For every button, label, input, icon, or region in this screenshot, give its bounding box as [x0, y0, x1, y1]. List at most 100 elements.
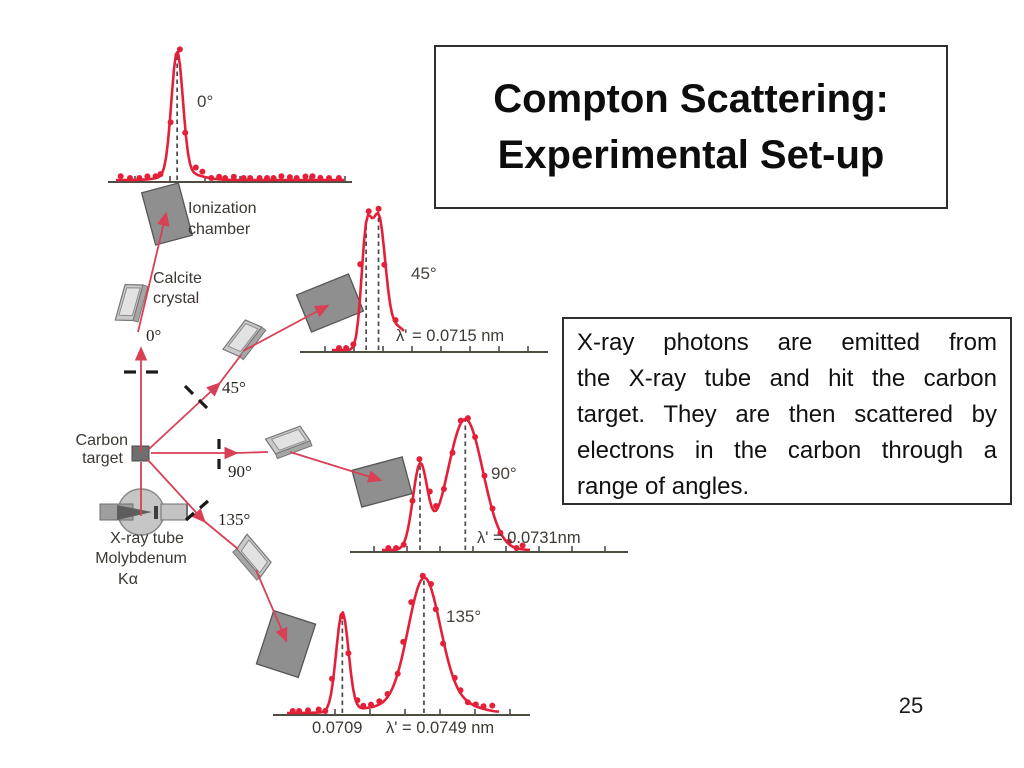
data-point	[400, 541, 407, 548]
data-point	[286, 174, 293, 181]
xray-beams	[134, 211, 383, 643]
beam-angle-0-label: 0°	[146, 326, 161, 345]
data-point	[409, 497, 416, 504]
calcite-crystal-90	[263, 424, 314, 461]
data-point	[222, 175, 229, 181]
beam-angle-90-label: 90°	[228, 462, 252, 481]
xray-tube	[99, 488, 188, 536]
beam-90deg-diffracted	[289, 451, 383, 483]
data-point	[360, 702, 367, 709]
data-point	[393, 545, 400, 551]
collimator-slits	[124, 370, 221, 522]
data-point	[381, 261, 388, 268]
data-point	[426, 488, 433, 495]
wavelength-annotation: λ' = 0.0731nm	[477, 529, 581, 547]
description-line: X-ray photons are emitted from	[577, 329, 997, 356]
calcite-label-line2: crystal	[153, 290, 199, 307]
data-point	[354, 697, 361, 704]
k-alpha-label: Kα	[118, 571, 138, 588]
data-point	[365, 208, 372, 215]
detector-135	[255, 609, 317, 679]
scattering-spectra: 0° 45° λ' = 0.0715 nm 90° λ' = 0.0731nm 135° 0…	[108, 46, 628, 737]
data-point	[472, 434, 479, 440]
description-line: electrons in the carbon through a	[577, 437, 997, 464]
data-point	[270, 175, 277, 181]
data-point	[302, 173, 309, 180]
data-point	[457, 687, 464, 694]
data-point	[392, 317, 399, 324]
data-point	[451, 674, 458, 681]
data-point	[216, 173, 223, 180]
graph-90deg: 90° λ' = 0.0731nm	[350, 415, 628, 553]
data-point	[144, 173, 151, 180]
calcite-crystal-0	[107, 275, 156, 331]
data-point	[117, 173, 124, 180]
data-point	[305, 707, 311, 714]
ionization-chamber-label-line2: chamber	[188, 221, 251, 238]
data-point	[449, 449, 456, 456]
data-point	[506, 538, 512, 545]
data-point	[519, 542, 526, 549]
intensity-curve	[287, 576, 500, 715]
description-box: X-ray photons are emitted from the X-ray…	[562, 317, 1012, 505]
xray-tube-label: X-ray tube	[110, 530, 184, 547]
wavelength-annotation: λ' = 0.0715 nm	[396, 327, 504, 345]
beam-135deg	[147, 459, 206, 523]
data-point	[192, 164, 199, 171]
beam-angle-135-label: 135°	[218, 510, 250, 529]
title-box: Compton Scattering: Experimental Set-up	[434, 45, 948, 209]
data-point	[513, 545, 520, 551]
data-point	[256, 175, 263, 181]
data-point	[296, 708, 303, 714]
data-point	[199, 168, 206, 175]
slide-title-line2: Experimental Set-up	[497, 133, 885, 177]
intensity-curve	[382, 417, 531, 552]
data-point	[457, 417, 464, 424]
intensity-curve	[116, 51, 344, 182]
data-point	[357, 261, 364, 268]
wavelength-annotation: 0.0709	[312, 719, 362, 737]
data-point	[322, 708, 329, 714]
data-point	[329, 675, 335, 682]
beam-135deg-cont	[203, 520, 239, 550]
data-point	[384, 691, 391, 697]
data-point	[464, 415, 471, 422]
beam-45deg-cont	[218, 354, 242, 385]
graph-angle-label: 45°	[411, 264, 437, 283]
graph-0deg: 0°	[108, 46, 352, 183]
description-line: range of angles.	[577, 473, 750, 500]
data-point	[481, 472, 488, 479]
data-point	[127, 175, 133, 181]
data-point	[440, 640, 447, 647]
data-point	[345, 650, 352, 657]
data-point	[464, 699, 471, 706]
data-point	[136, 175, 143, 181]
data-point	[152, 173, 159, 180]
carbon-target-label-line2: target	[82, 450, 123, 467]
data-point	[375, 205, 382, 212]
ionization-chamber-label-line1: Ionization	[188, 200, 257, 217]
data-point	[480, 703, 487, 710]
data-point	[289, 708, 296, 714]
data-point	[326, 175, 332, 181]
data-point	[433, 503, 439, 509]
data-point	[428, 581, 434, 587]
data-point	[368, 701, 374, 708]
wavelength-annotation: λ' = 0.0749 nm	[386, 719, 494, 737]
calcite-crystal-135	[227, 529, 276, 585]
description-line: the X-ray tube and hit the carbon	[577, 365, 997, 392]
beam-45deg-diffracted	[242, 304, 330, 352]
data-point	[278, 173, 285, 180]
beam-135deg-diffracted	[255, 569, 288, 643]
page-number: 25	[898, 693, 924, 718]
data-point	[309, 173, 316, 180]
data-point	[489, 702, 496, 709]
data-point	[497, 529, 504, 536]
slide-title-line1: Compton Scattering:	[493, 77, 889, 121]
data-point	[182, 129, 189, 136]
data-point	[208, 175, 215, 181]
data-point	[293, 175, 300, 181]
data-point	[376, 698, 383, 705]
data-point	[240, 175, 247, 181]
